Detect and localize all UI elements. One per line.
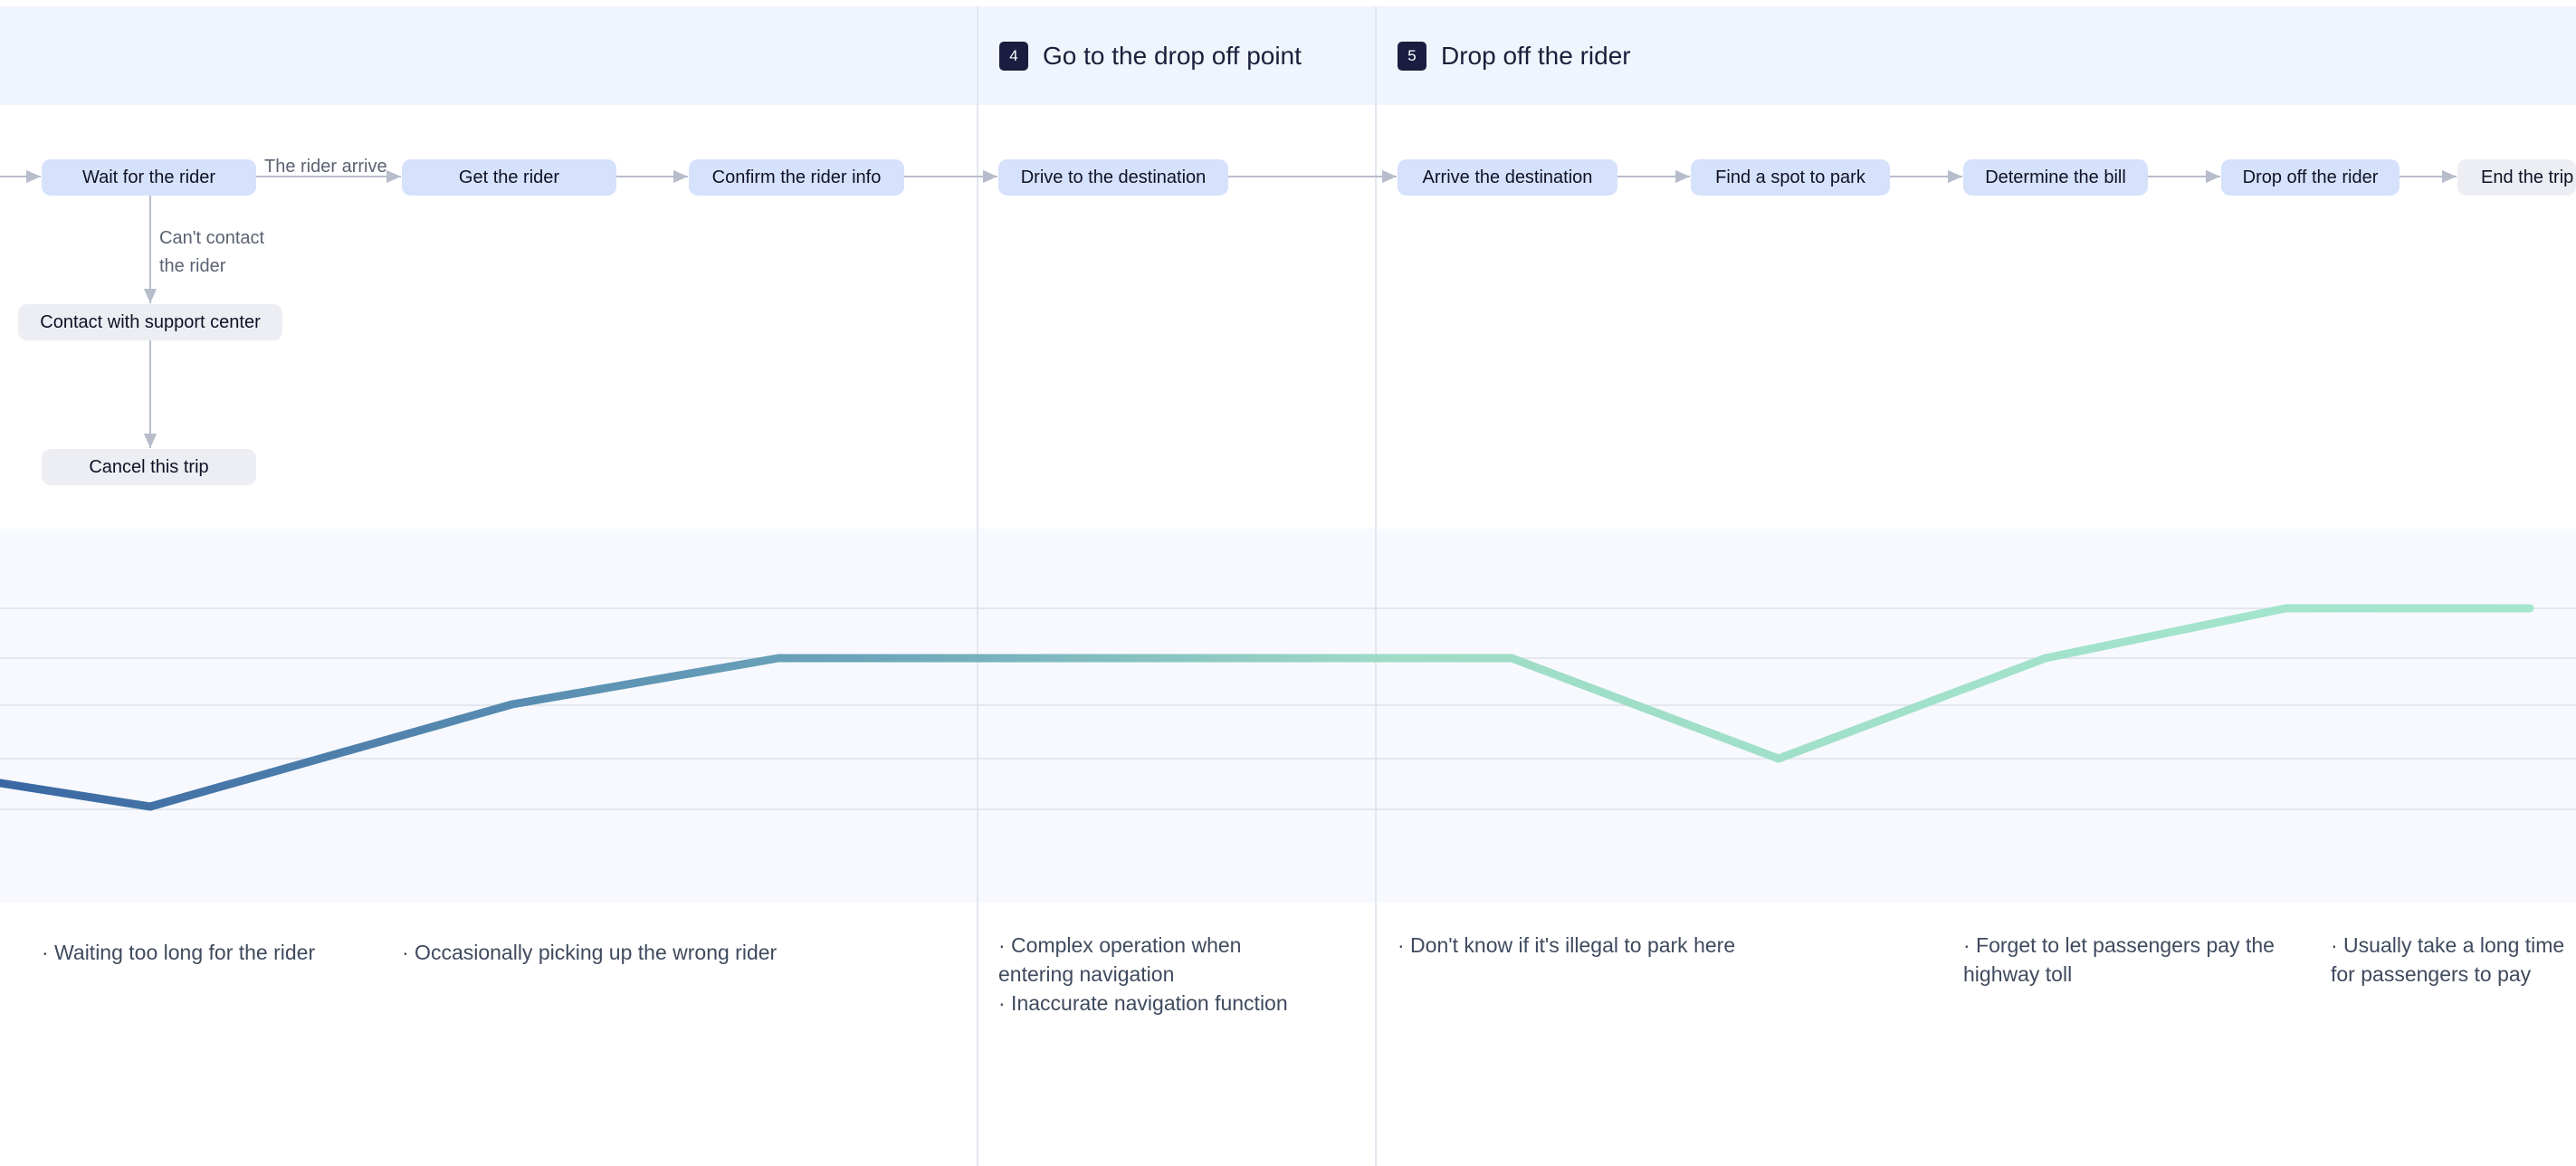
pain-text: · Waiting too long for the rider — [42, 941, 316, 964]
pain-text: for passengers to pay — [2331, 962, 2532, 986]
pain-point-get: · Occasionally picking up the wrong ride… — [402, 938, 777, 967]
pain-text: highway toll — [1963, 962, 2073, 986]
step-drive-to-destination[interactable]: Drive to the destination — [998, 159, 1228, 196]
pain-text: · Complex operation when — [998, 933, 1242, 957]
step-arrive-destination[interactable]: Arrive the destination — [1398, 159, 1617, 196]
step-wait-for-rider[interactable]: Wait for the rider — [42, 159, 256, 196]
pain-point-dropoff: · Usually take a long time for passenger… — [2331, 931, 2564, 989]
pain-point-wait: · Waiting too long for the rider — [42, 938, 315, 967]
edge-label-rider-arrive: The rider arrive — [264, 157, 387, 177]
step-end-trip[interactable]: End the trip — [2457, 159, 2576, 196]
step-drop-off-rider[interactable]: Drop off the rider — [2221, 159, 2399, 196]
edge-label-cant-contact-line-1: Can't contact — [159, 228, 265, 248]
edge-label-cant-contact: Can't contact the rider — [159, 225, 264, 281]
pain-text: · Forget to let passengers pay the — [1963, 933, 2275, 957]
stage-5-header: 5 Drop off the rider — [1398, 42, 1631, 71]
pain-text: · Occasionally picking up the wrong ride… — [402, 941, 778, 964]
stage-5-title: Drop off the rider — [1441, 42, 1631, 70]
step-find-spot-to-park[interactable]: Find a spot to park — [1691, 159, 1890, 196]
pain-text: entering navigation — [998, 962, 1175, 986]
step-determine-bill[interactable]: Determine the bill — [1963, 159, 2148, 196]
stage-4-title: Go to the drop off point — [1043, 42, 1302, 70]
pain-text: · Usually take a long time — [2331, 933, 2565, 957]
stage-divider-5 — [1375, 6, 1377, 1166]
pain-point-bill: · Forget to let passengers pay the highw… — [1963, 931, 2275, 989]
pain-point-drive: · Complex operation when entering naviga… — [998, 931, 1288, 1018]
stage-5-number-badge: 5 — [1398, 42, 1426, 71]
stage-4-number-badge: 4 — [999, 42, 1028, 71]
edge-label-cant-contact-line-2: the rider — [159, 256, 226, 276]
step-get-rider[interactable]: Get the rider — [402, 159, 616, 196]
stage-4-header: 4 Go to the drop off point — [999, 42, 1302, 71]
alt-cancel-trip[interactable]: Cancel this trip — [42, 449, 256, 485]
pain-text: · Don't know if it's illegal to park her… — [1398, 933, 1736, 957]
emotion-curve-line — [0, 604, 2534, 811]
pain-text: · Inaccurate navigation function — [998, 991, 1288, 1015]
emotion-band — [0, 529, 2576, 903]
step-confirm-rider-info[interactable]: Confirm the rider info — [689, 159, 904, 196]
stage-divider-4 — [977, 6, 978, 1166]
stage-header-band — [0, 6, 2576, 105]
alt-contact-support-center[interactable]: Contact with support center — [18, 304, 282, 340]
pain-point-arrive: · Don't know if it's illegal to park her… — [1398, 931, 1735, 960]
